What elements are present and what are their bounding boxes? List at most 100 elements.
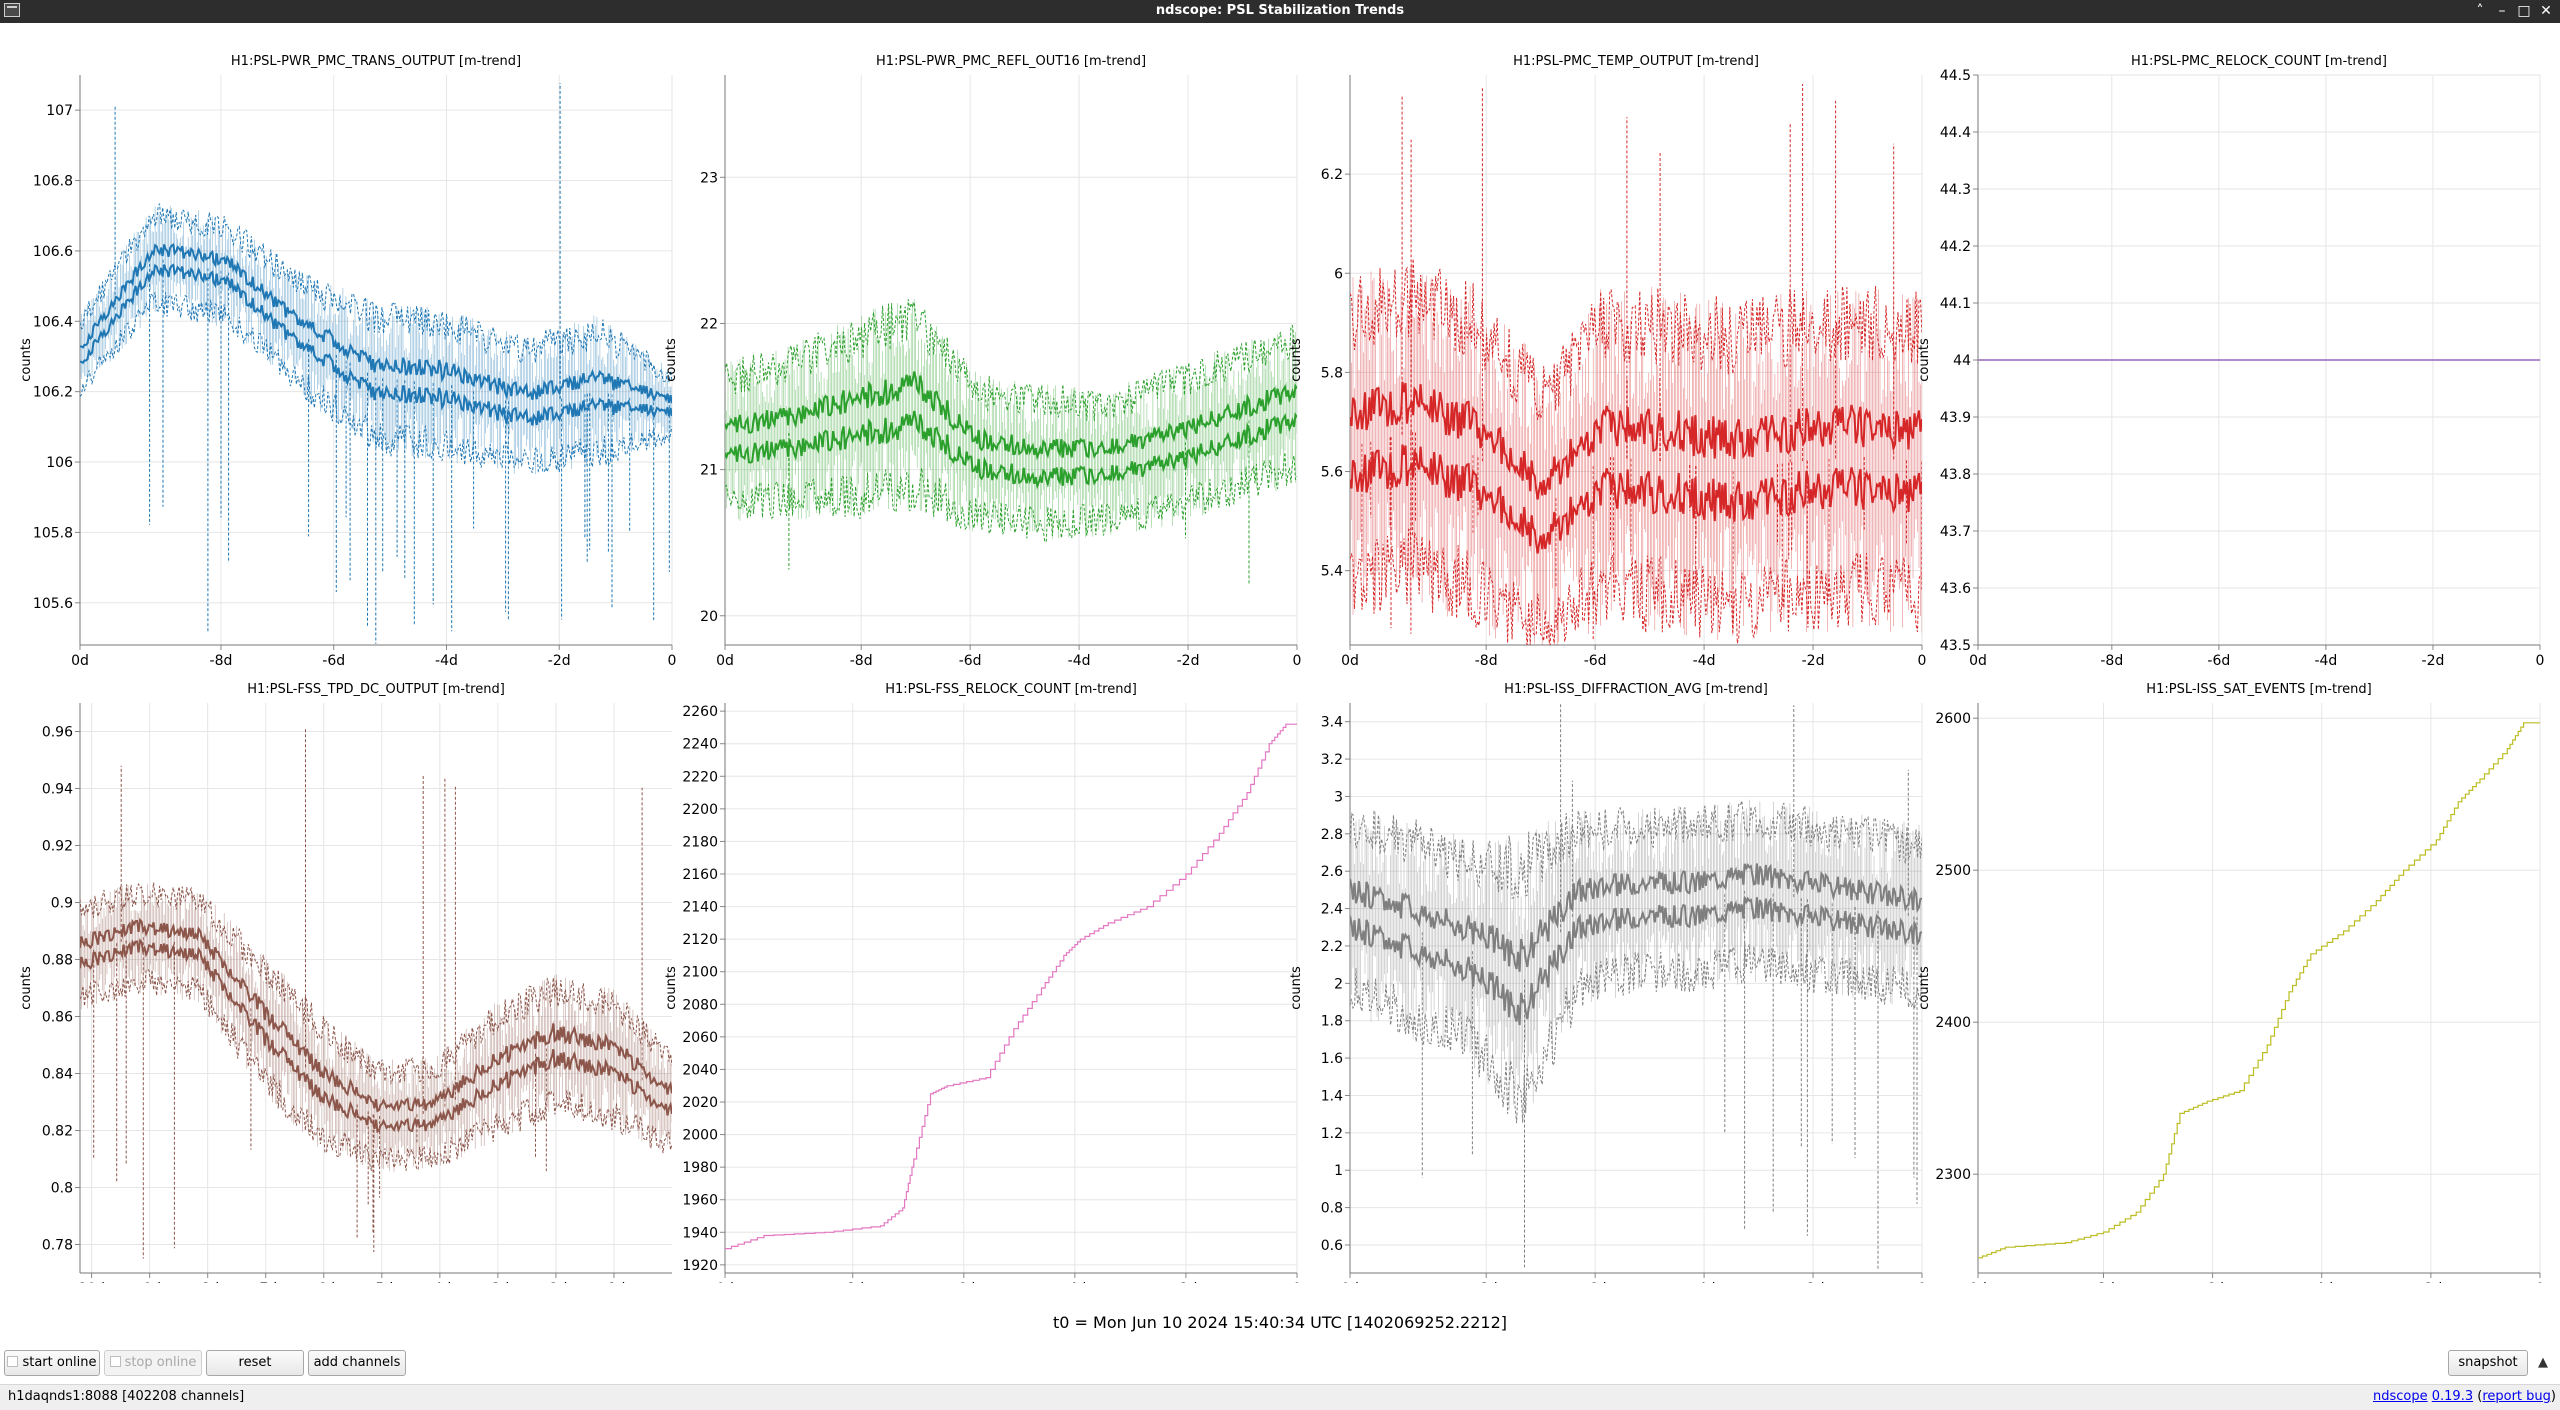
x-tick-label: -8d	[841, 1281, 864, 1283]
trace-dropouts	[788, 420, 1250, 586]
x-tick-label: 0	[1918, 1281, 1927, 1283]
y-tick-label: 2060	[682, 1030, 718, 1046]
y-tick-label: 6	[1334, 266, 1343, 282]
y-tick-label: 0.8	[51, 1181, 73, 1197]
app-icon	[4, 3, 20, 17]
y-tick-label: 44.5	[1940, 68, 1971, 84]
y-axis-label: counts	[19, 338, 34, 382]
x-tick-label: -1d	[603, 1281, 626, 1283]
y-tick-label: 106.2	[33, 385, 73, 401]
plot-8[interactable]: H1:PSL-ISS_SAT_EVENTS [m-trend] counts 230…	[1917, 682, 2544, 1283]
y-tick-label: 0.94	[42, 782, 73, 798]
plot-1[interactable]: H1:PSL-PWR_PMC_TRANS_OUTPUT [m-trend] cou…	[19, 54, 676, 669]
stop-online-button[interactable]: stop online	[104, 1350, 202, 1376]
y-tick-label: 107	[46, 103, 73, 119]
plot-3[interactable]: H1:PSL-PMC_TEMP_OUTPUT [m-trend] counts 5.…	[1289, 54, 1926, 669]
ndscope-link[interactable]: ndscope	[2372, 1389, 2428, 1404]
y-tick-label: 1920	[682, 1258, 718, 1274]
report-bug-link[interactable]: report bug	[2482, 1389, 2551, 1404]
server-status: h1daqnds1:8088 [402208 channels]	[8, 1389, 245, 1404]
x-tick-label: -6d	[1584, 1281, 1607, 1283]
y-tick-label: 2140	[682, 900, 718, 916]
x-tick-label: -8d	[196, 1281, 219, 1283]
y-tick-label: 2600	[1935, 711, 1971, 727]
y-tick-label: 44.1	[1940, 296, 1971, 312]
window-titlebar: ndscope: PSL Stabilization Trends ˄ – □ …	[0, 0, 2560, 23]
y-tick-label: 3.2	[1321, 752, 1343, 768]
plot-6[interactable]: H1:PSL-FSS_RELOCK_COUNT [m-trend] counts 1…	[664, 682, 1301, 1283]
x-tick-label: -8d	[850, 653, 873, 669]
plot-title: H1:PSL-PMC_TEMP_OUTPUT [m-trend]	[1513, 54, 1759, 69]
x-tick-label: -2d	[1802, 1281, 1825, 1283]
plot-2[interactable]: H1:PSL-PWR_PMC_REFL_OUT16 [m-trend] count…	[664, 54, 1301, 669]
y-tick-label: 2.2	[1321, 939, 1343, 955]
y-tick-label: 2.8	[1321, 827, 1343, 843]
window-minimize-icon[interactable]: –	[2498, 3, 2506, 19]
y-axis-label: counts	[19, 966, 34, 1010]
trace-mean-lower	[1350, 896, 1922, 1026]
trace-mean-lower	[1350, 444, 1922, 554]
x-tick-label: -4d	[2310, 1281, 2333, 1283]
x-tick-label: -4d	[1068, 653, 1091, 669]
y-tick-label: 2500	[1935, 863, 1971, 879]
trace-max	[1350, 258, 1922, 420]
trace-dropouts	[93, 728, 643, 1259]
x-tick-label: -4d	[428, 1281, 451, 1283]
y-tick-label: 1960	[682, 1193, 718, 1209]
y-tick-label: 106.4	[33, 314, 73, 330]
window-maximize-icon[interactable]: □	[2517, 3, 2531, 19]
stop-online-checkbox-icon	[109, 1356, 121, 1367]
y-axis-label: counts	[1917, 338, 1932, 382]
x-tick-label: 0	[2536, 653, 2545, 669]
y-tick-label: 0.84	[42, 1067, 73, 1083]
y-tick-label: 106	[46, 455, 73, 471]
y-tick-label: 2.6	[1321, 864, 1343, 880]
y-tick-label: 44.4	[1940, 125, 1971, 141]
expand-panel-icon[interactable]: ▲	[2538, 1355, 2548, 1370]
trace-group	[1978, 722, 2540, 1259]
y-tick-label: 5.8	[1321, 365, 1343, 381]
plot-5[interactable]: H1:PSL-FSS_TPD_DC_OUTPUT [m-trend] counts…	[19, 682, 672, 1283]
y-tick-label: 2080	[682, 997, 718, 1013]
x-tick-label: -8d	[2100, 653, 2123, 669]
y-tick-label: 1980	[682, 1160, 718, 1176]
y-tick-label: 2240	[682, 737, 718, 753]
y-tick-label: 43.6	[1940, 581, 1971, 597]
y-tick-label: 23	[700, 170, 718, 186]
x-tick-label: 10d	[78, 1281, 105, 1283]
plot-title: H1:PSL-FSS_RELOCK_COUNT [m-trend]	[885, 682, 1137, 697]
trace-group	[725, 299, 1297, 586]
x-tick-label: 0d	[1969, 1281, 1987, 1283]
snapshot-button[interactable]: snapshot	[2448, 1350, 2528, 1376]
x-tick-label: 0	[1918, 653, 1927, 669]
plot-7[interactable]: H1:PSL-ISS_DIFFRACTION_AVG [m-trend] coun…	[1289, 682, 1926, 1283]
trace-group	[725, 723, 1297, 1250]
trace-dropouts	[114, 83, 670, 644]
x-tick-label: 0d	[716, 1281, 734, 1283]
x-tick-label: 0d	[1341, 1281, 1359, 1283]
trace-mean-upper	[1350, 862, 1922, 972]
x-tick-label: 0d	[1341, 653, 1359, 669]
y-axis-label: counts	[1289, 966, 1304, 1010]
x-tick-label: -2d	[2419, 1281, 2442, 1283]
x-tick-label: -6d	[952, 1281, 975, 1283]
start-online-button[interactable]: start online	[4, 1350, 100, 1376]
y-tick-label: 2020	[682, 1095, 718, 1111]
reset-button[interactable]: reset	[206, 1350, 304, 1376]
y-tick-label: 2300	[1935, 1167, 1971, 1183]
trace-mean-upper	[725, 371, 1297, 461]
window-close-icon[interactable]: ✕	[2540, 3, 2552, 19]
window-shade-icon[interactable]: ˄	[2476, 3, 2484, 19]
y-tick-label: 0.96	[42, 725, 73, 741]
y-tick-label: 6.2	[1321, 167, 1343, 183]
x-tick-label: -2d	[1175, 1281, 1198, 1283]
trace-mean-lower	[80, 938, 672, 1134]
y-axis-label: counts	[1289, 338, 1304, 382]
trace-group	[1350, 84, 1922, 645]
add-channels-button[interactable]: add channels	[308, 1350, 406, 1376]
y-tick-label: 105.8	[33, 525, 73, 541]
version-link[interactable]: 0.19.3	[2431, 1389, 2474, 1404]
plot-4[interactable]: H1:PSL-PMC_RELOCK_COUNT [m-trend] counts 4…	[1917, 54, 2544, 669]
x-tick-label: -8d	[1475, 1281, 1498, 1283]
y-tick-label: 44.3	[1940, 182, 1971, 198]
